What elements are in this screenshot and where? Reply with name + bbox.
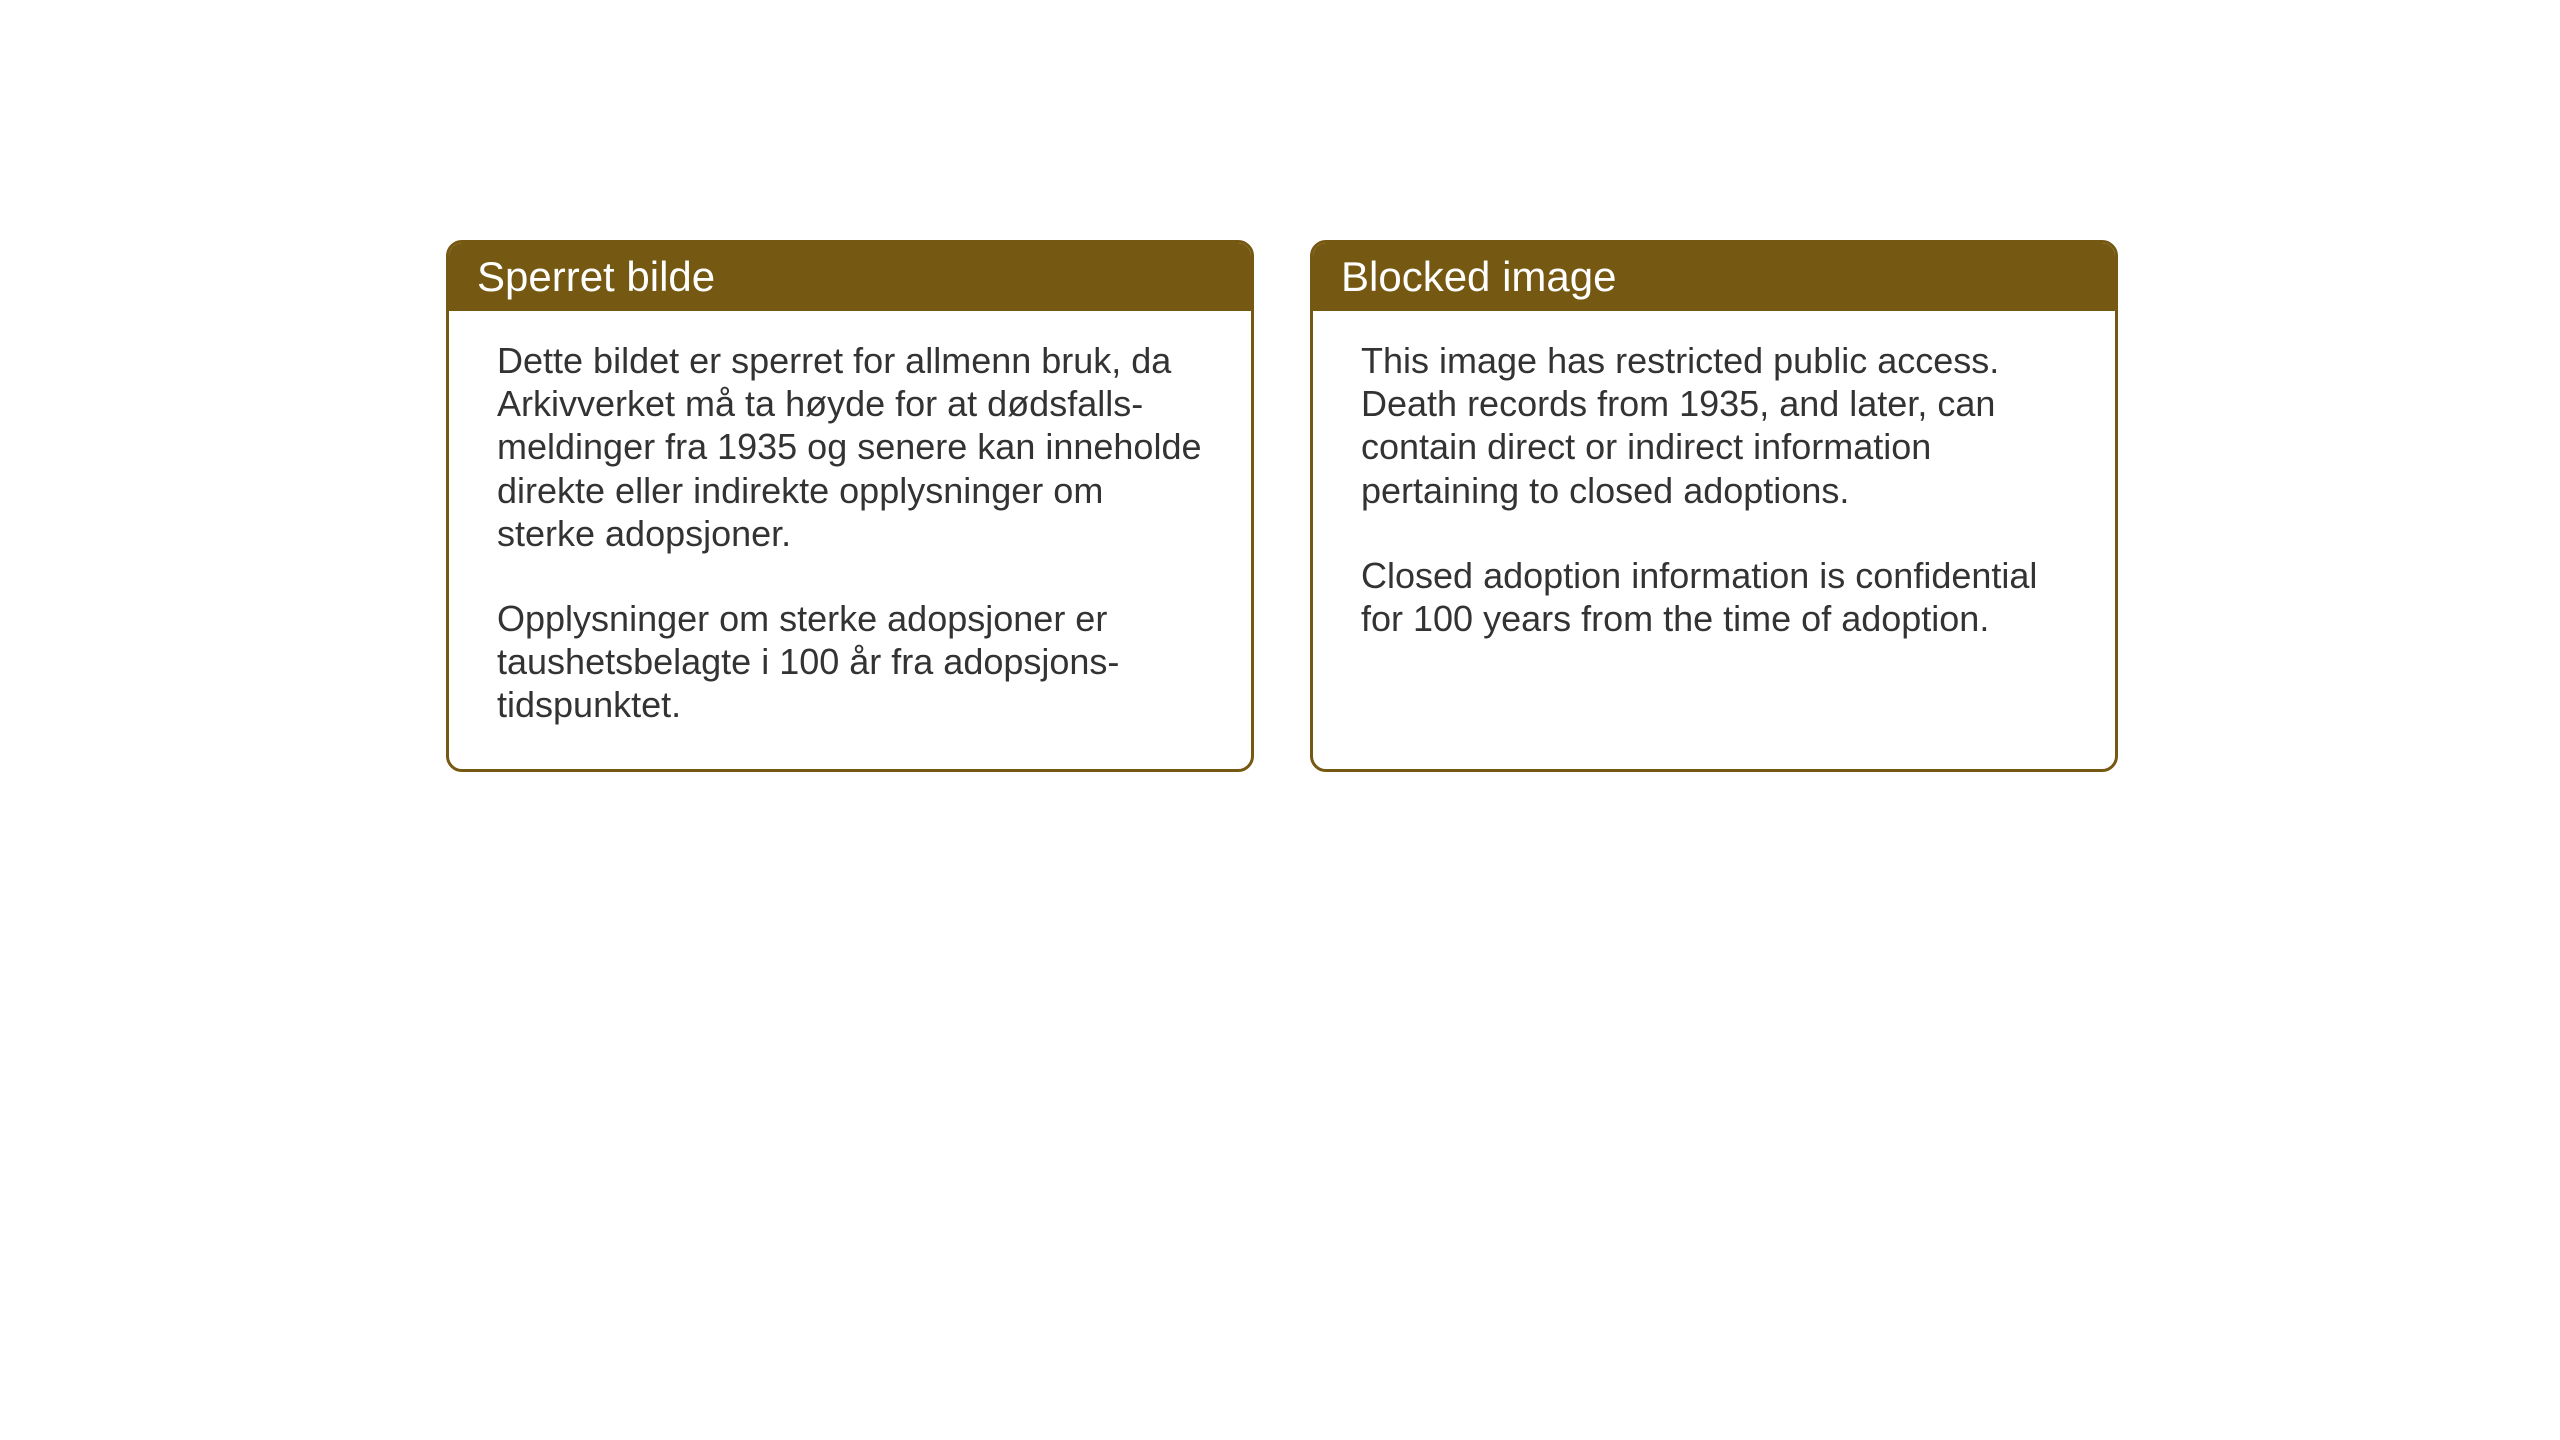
card-body-norwegian: Dette bildet er sperret for allmenn bruk… (449, 311, 1251, 769)
card-paragraph: Closed adoption information is confident… (1361, 554, 2067, 640)
card-header-english: Blocked image (1313, 243, 2115, 311)
card-paragraph: Opplysninger om sterke adopsjoner er tau… (497, 597, 1203, 727)
card-paragraph: This image has restricted public access.… (1361, 339, 2067, 512)
card-paragraph: Dette bildet er sperret for allmenn bruk… (497, 339, 1203, 555)
card-header-norwegian: Sperret bilde (449, 243, 1251, 311)
blocked-image-card-english: Blocked image This image has restricted … (1310, 240, 2118, 772)
blocked-image-card-norwegian: Sperret bilde Dette bildet er sperret fo… (446, 240, 1254, 772)
card-body-english: This image has restricted public access.… (1313, 311, 2115, 682)
cards-container: Sperret bilde Dette bildet er sperret fo… (446, 240, 2118, 772)
